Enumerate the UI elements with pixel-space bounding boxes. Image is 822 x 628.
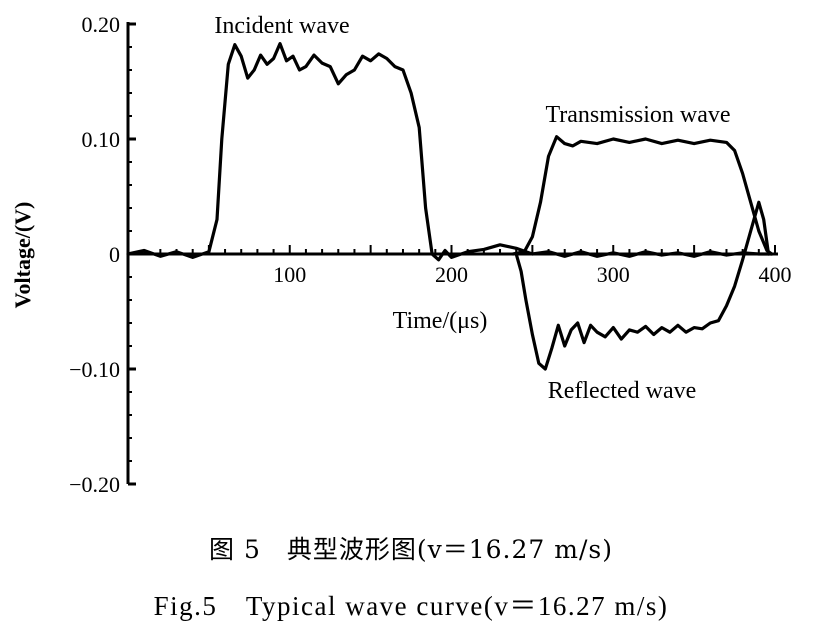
y-ticks: 0.20 0.10 0 −0.10 −0.20	[69, 12, 136, 497]
y-tick-label: −0.20	[69, 472, 120, 497]
y-tick-label: 0.10	[82, 127, 121, 152]
wave-chart: 0.20 0.10 0 −0.10 −0.20 100 200 300 400 Voltage…	[10, 12, 792, 497]
x-tick-label: 200	[435, 262, 468, 287]
figure-caption-chinese: 图 5 典型波形图(v＝16.27 m/s)	[209, 535, 613, 564]
incident-wave-label: Incident wave	[214, 13, 349, 39]
y-tick-label: −0.10	[69, 357, 120, 382]
transmission-wave-label: Transmission wave	[545, 102, 730, 128]
x-ticks: 100 200 300 400	[143, 245, 792, 287]
y-axis-title: Voltage/(V)	[10, 202, 35, 309]
x-tick-label: 400	[759, 262, 792, 287]
y-tick-label: 0	[109, 242, 120, 267]
reflected-wave-label: Reflected wave	[548, 378, 697, 404]
y-tick-label: 0.20	[82, 12, 121, 37]
series-layer	[126, 41, 774, 371]
reflected-wave-line	[514, 200, 771, 371]
transmission-wave-line	[511, 135, 774, 256]
x-tick-label: 300	[597, 262, 630, 287]
incident-wave-line	[126, 41, 774, 262]
x-tick-label: 100	[273, 262, 306, 287]
figure-caption-english: Fig.5 Typical wave curve(v＝16.27 m/s)	[153, 591, 669, 621]
x-axis-title: Time/(μs)	[393, 308, 488, 334]
